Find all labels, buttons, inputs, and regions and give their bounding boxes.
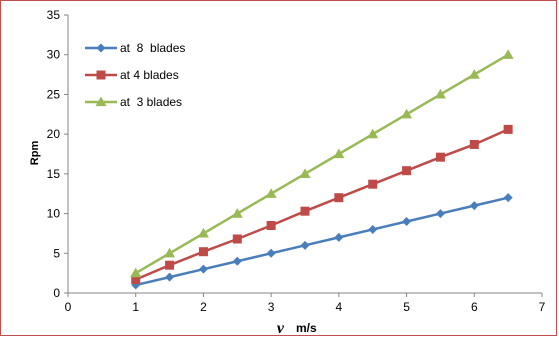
x-tick-label: 6 [471,300,478,314]
legend: at 8 blades at 4 blades at 3 blades [85,41,185,109]
series-layer [130,49,514,290]
data-point [300,206,310,216]
data-point [197,227,209,238]
data-point [265,188,277,198]
legend-marker [96,70,106,80]
x-tick-label: 3 [268,300,275,314]
y-tick-label: 10 [47,207,61,221]
data-point [266,248,276,258]
data-point [469,139,479,149]
x-tick-label: 2 [200,300,207,314]
data-point [402,217,412,227]
x-tick-label: 1 [132,300,139,314]
y-tick-label: 25 [47,87,61,101]
data-point [131,274,141,284]
data-point [401,108,413,119]
series-1 [131,193,513,290]
data-point [164,247,176,258]
data-point [468,69,480,79]
data-point [435,152,445,162]
data-point [231,208,243,218]
y-tick-label: 0 [53,286,60,300]
x-axis-label-symbol: v [277,320,285,337]
x-tick-label: 5 [403,300,410,314]
data-point [502,49,514,59]
axes: 0 5 10 15 20 25 30 35 0 1 2 3 4 5 6 7 [47,8,546,314]
data-point [368,224,378,234]
data-point [435,209,445,219]
series-line-1 [135,196,509,287]
data-point [402,166,412,176]
legend-label: at 4 blades [120,68,179,82]
data-point [503,124,513,134]
series-3 [130,49,514,278]
y-tick-label: 15 [47,167,61,181]
y-axis-label: Rpm [29,141,41,166]
data-point [198,264,208,274]
data-point [130,267,142,278]
x-tick-label: 7 [539,300,546,314]
series-2 [131,124,513,284]
x-axis-label-unit: m/s [296,321,317,335]
data-point [503,193,513,203]
data-point [232,256,242,266]
data-point [165,260,175,270]
data-point [334,193,344,203]
data-point [434,88,446,99]
y-tick-label: 5 [53,246,60,260]
x-tick-label: 0 [65,300,72,314]
y-tick-label: 30 [47,48,61,62]
data-point [469,201,479,211]
legend-label: at 3 blades [120,95,182,109]
data-point [299,168,311,178]
legend-marker [96,43,106,53]
data-point [165,272,175,282]
data-point [368,179,378,189]
data-point [334,232,344,242]
series-line-3 [135,53,509,275]
data-point [232,234,242,244]
y-tick-label: 35 [47,8,61,22]
data-point [266,220,276,230]
series-line-2 [135,128,509,281]
legend-marker [95,96,107,107]
y-tick-label: 20 [47,127,61,141]
data-point [198,247,208,257]
data-point [333,148,345,159]
data-point [300,240,310,250]
x-tick-label: 4 [336,300,343,314]
legend-label: at 8 blades [120,41,185,55]
data-point [367,128,379,139]
